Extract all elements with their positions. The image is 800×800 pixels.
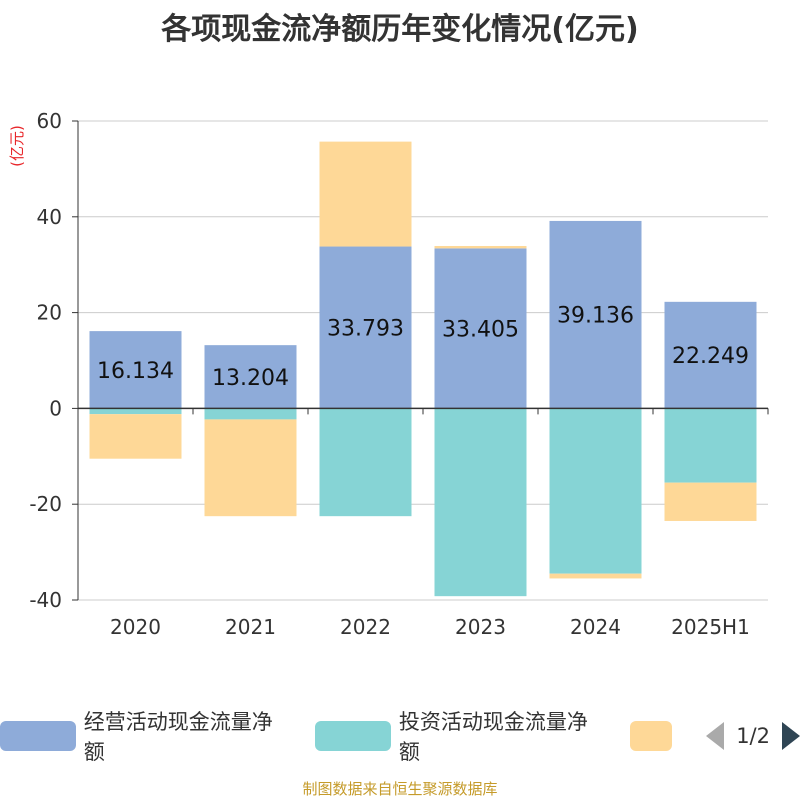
bars-group [89,141,757,597]
bar-2021-series-1[interactable] [204,408,297,420]
bar-2023-series-2[interactable] [434,245,527,249]
legend-item-operating[interactable]: 经营活动现金流量净额 [0,706,293,766]
y-tick-label: 20 [37,301,62,325]
bar-value-label: 33.793 [327,316,404,341]
bar-2025H1-series-0[interactable] [664,301,757,409]
legend-swatch-operating [0,721,76,751]
legend-item-investing[interactable]: 投资活动现金流量净额 [315,706,608,766]
bar-value-label: 39.136 [557,304,634,329]
chart-plot: 60 40 20 0 -20 -40 (亿元) 16.134 2020 13.204 2021 33.… [8,109,769,639]
x-tick-label: 2022 [340,615,391,639]
chart-title: 各项现金流净额历年变化情况(亿元) [161,12,639,47]
x-tick-label: 2020 [110,615,161,639]
legend-pager: 1/2 [706,722,800,750]
bar-2022-series-1[interactable] [319,408,412,517]
bar-2020-series-0[interactable] [89,331,182,409]
bar-2024-series-1[interactable] [549,408,642,574]
bar-value-label: 33.405 [442,317,519,342]
legend-item-third[interactable] [630,721,680,751]
y-tick-label: 40 [37,205,62,229]
axes-group [72,120,769,601]
next-page-icon[interactable] [781,722,800,750]
data-source-note: 制图数据来自恒生聚源数据库 [302,780,498,798]
bar-value-label: 16.134 [97,359,174,384]
x-tick-label: 2021 [225,615,276,639]
bar-2020-series-2[interactable] [89,414,182,459]
bar-2020-series-1[interactable] [89,408,182,415]
legend-label-investing: 投资活动现金流量净额 [398,710,588,764]
bar-2025H1-series-1[interactable] [664,408,757,483]
x-tick-label: 2024 [570,615,621,639]
legend-page-indicator: 1/2 [736,724,770,748]
bar-value-label: 22.249 [672,344,749,369]
x-tick-label: 2023 [455,615,506,639]
bar-2025H1-series-2[interactable] [664,482,757,521]
labels-group: 60 40 20 0 -20 -40 (亿元) 16.134 2020 13.204 2021 33.… [8,109,750,639]
y-axis-unit: (亿元) [8,125,26,167]
bar-2024-series-0[interactable] [549,220,642,409]
x-tick-label: 2025H1 [671,615,750,639]
y-tick-label: -20 [29,492,62,516]
legend-swatch-third [630,721,673,751]
legend-swatch-investing [315,721,391,751]
y-tick-label: 0 [49,396,62,420]
y-tick-label: -40 [29,588,62,612]
bar-2021-series-2[interactable] [204,419,297,517]
bar-value-label: 13.204 [212,366,289,391]
y-tick-label: 60 [37,109,62,133]
bar-2022-series-2[interactable] [319,141,412,247]
bar-2023-series-1[interactable] [434,408,527,597]
bar-2023-series-0[interactable] [434,248,527,409]
grid-lines [78,120,768,601]
prev-page-icon[interactable] [706,722,725,750]
bar-2021-series-0[interactable] [204,345,297,409]
legend: 经营活动现金流量净额 投资活动现金流量净额 1/2 [0,710,800,764]
bar-2022-series-0[interactable] [319,246,412,409]
legend-label-operating: 经营活动现金流量净额 [83,710,273,764]
bar-2024-series-2[interactable] [549,573,642,579]
